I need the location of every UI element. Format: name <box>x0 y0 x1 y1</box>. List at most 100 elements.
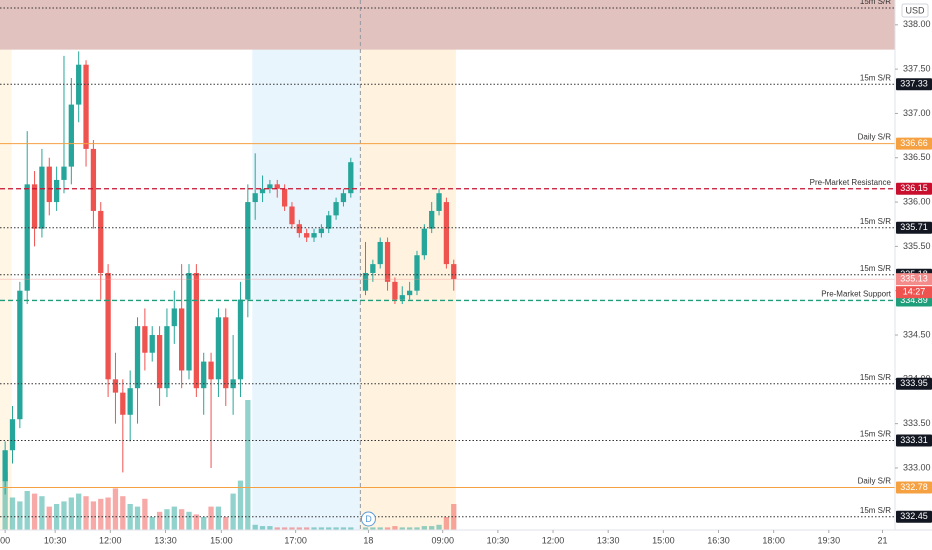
currency-label: USD <box>905 5 925 15</box>
volume-bar <box>414 527 420 530</box>
price-tag-label: 337.33 <box>900 79 928 89</box>
y-tick-label: 338.00 <box>903 19 931 29</box>
volume-bar <box>120 496 126 530</box>
volume-bar <box>208 506 214 530</box>
price-tag <box>896 78 932 91</box>
y-tick-label: 337.50 <box>903 64 931 74</box>
price-tag-label: 335.71 <box>900 222 928 232</box>
volume-bar <box>399 527 405 530</box>
candle-body <box>179 308 185 371</box>
volume-bar <box>318 527 325 530</box>
y-tick-label: 337.00 <box>903 108 931 118</box>
candle-body <box>68 104 74 167</box>
volume-bar <box>333 527 339 530</box>
level-label: 15m S/R <box>860 0 891 6</box>
candle-body <box>201 361 207 389</box>
volume-bar <box>443 517 450 530</box>
session-marker <box>360 511 376 527</box>
volume-bar <box>134 506 141 530</box>
price-tag-label: 336.15 <box>900 183 928 193</box>
volume-bar <box>377 527 383 530</box>
x-tick-label: 21 <box>877 535 887 545</box>
price-tag <box>896 377 932 390</box>
price-tag-label: 332.78 <box>900 482 928 492</box>
candle-body <box>83 64 89 149</box>
y-tick-label: 334.50 <box>903 329 931 339</box>
session-background <box>0 0 12 530</box>
volume-bar <box>171 506 177 530</box>
x-tick-label: 10:30 <box>487 535 510 545</box>
candle-body <box>318 228 325 234</box>
volume-bar <box>370 527 376 530</box>
background-layer <box>0 0 895 530</box>
candle-body <box>348 162 354 194</box>
volume-bar <box>451 504 457 530</box>
volume-bar <box>17 501 23 530</box>
candle-body <box>156 335 163 389</box>
candle-body <box>142 326 148 353</box>
countdown-label: 14:27 <box>903 287 926 297</box>
candle-body <box>370 264 376 273</box>
x-tick-label: 15:00 <box>210 535 233 545</box>
x-tick-label: 19:30 <box>818 535 841 545</box>
volume-bar <box>274 527 280 530</box>
candle-body <box>245 202 251 300</box>
candle-body <box>451 264 457 280</box>
x-tick-label: 17:00 <box>284 535 307 545</box>
candle-body <box>399 295 405 300</box>
price-tag-label: 332.45 <box>900 511 928 521</box>
candle-body <box>274 184 280 189</box>
candle-body <box>384 241 391 282</box>
volume-bar <box>267 526 273 530</box>
price-zone <box>0 0 895 50</box>
volume-bar <box>9 497 16 530</box>
volume-bar <box>223 517 229 530</box>
plot-layer <box>2 51 457 530</box>
price-tag-label: 334.89 <box>900 295 928 305</box>
candle-body <box>9 419 16 451</box>
price-tag-label: 336.66 <box>900 138 928 148</box>
volume-bar <box>186 511 192 530</box>
candle-body <box>340 193 347 203</box>
volume-bar <box>340 527 347 530</box>
price-tag <box>896 137 932 150</box>
level-label: 15m S/R <box>860 373 891 382</box>
x-tick-label: 10:30 <box>44 535 67 545</box>
level-label: 15m S/R <box>860 430 891 439</box>
candle-body <box>443 202 450 265</box>
y-tick-label: 333.50 <box>903 418 931 428</box>
candle-body <box>436 193 442 211</box>
candle-body <box>186 272 192 371</box>
candle-body <box>267 184 273 189</box>
volume-bar <box>237 480 244 530</box>
candle-body <box>53 179 60 203</box>
session-marker-label: D <box>365 514 372 524</box>
volume-bar <box>245 400 251 530</box>
volume-bar <box>46 506 52 530</box>
candle-body <box>259 188 266 194</box>
volume-bar <box>289 527 295 530</box>
volume-bar <box>24 491 30 530</box>
volume-bar <box>149 517 155 530</box>
volume-bar <box>142 498 148 530</box>
volume-bar <box>296 527 302 530</box>
candle-body <box>149 335 155 353</box>
candle-body <box>112 379 119 393</box>
level-label: 15m S/R <box>860 506 891 515</box>
price-tag <box>896 434 932 447</box>
x-tick-label: 00 <box>0 535 10 545</box>
candle-body <box>333 202 339 216</box>
x-tick-label: 13:30 <box>597 535 620 545</box>
volume-bar <box>83 496 89 530</box>
price-tag-label: 333.95 <box>900 378 928 388</box>
volume-bar <box>281 527 288 530</box>
volume-bar <box>164 509 170 530</box>
candle-body <box>281 188 288 207</box>
candle-body <box>193 272 200 389</box>
candle-body <box>304 233 310 238</box>
x-tick-label: 12:00 <box>542 535 565 545</box>
volume-bar <box>193 514 200 530</box>
level-label: 15m S/R <box>860 217 891 226</box>
volume-bar <box>406 527 413 530</box>
price-tag-label: 333.31 <box>900 435 928 445</box>
